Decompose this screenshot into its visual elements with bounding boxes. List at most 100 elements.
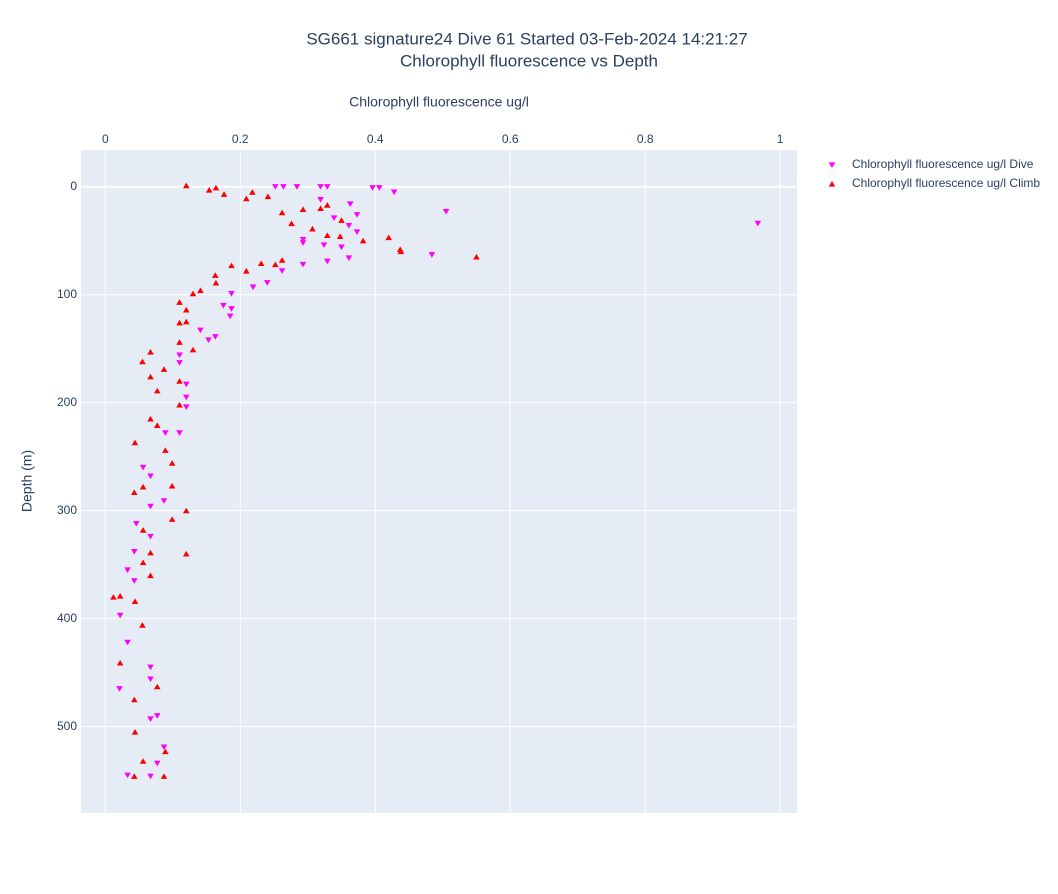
point — [375, 185, 383, 191]
point — [131, 549, 138, 555]
point — [124, 639, 131, 646]
x-axis-title: Chlorophyll fluorescence ug/l — [349, 94, 529, 110]
point — [182, 318, 190, 325]
point — [220, 191, 228, 197]
point — [299, 261, 307, 268]
point — [116, 612, 124, 619]
point — [147, 473, 154, 480]
point — [243, 195, 250, 202]
point — [131, 578, 138, 584]
point — [390, 189, 398, 196]
point — [212, 279, 220, 286]
point — [243, 267, 250, 274]
point — [176, 378, 183, 384]
point — [160, 366, 168, 372]
point — [131, 598, 139, 604]
point — [116, 686, 123, 692]
point — [264, 193, 272, 200]
point — [442, 208, 450, 215]
x-tick-label: 0.8 — [637, 132, 654, 146]
point — [293, 184, 301, 190]
point — [249, 189, 256, 195]
point — [160, 498, 168, 504]
point — [278, 268, 286, 274]
point — [182, 182, 190, 189]
point — [124, 567, 131, 574]
legend: Chlorophyll fluorescence ug/l Dive Chloro… — [828, 157, 1040, 190]
point — [176, 360, 183, 366]
point — [147, 664, 154, 671]
point — [288, 220, 295, 227]
point — [168, 460, 176, 466]
point — [110, 594, 117, 600]
point — [139, 358, 146, 365]
point — [754, 220, 762, 227]
point — [176, 299, 183, 305]
plot-area — [81, 150, 797, 813]
point — [139, 559, 147, 566]
point — [160, 744, 168, 751]
legend-symbol — [828, 162, 836, 168]
point — [182, 306, 190, 313]
point — [147, 415, 154, 422]
chart-title: SG661 signature24 Dive 61 Started 03-Feb… — [306, 29, 747, 48]
legend-symbol — [828, 181, 836, 187]
point — [116, 659, 124, 666]
point — [324, 184, 331, 190]
point — [197, 327, 204, 334]
point — [346, 201, 354, 207]
point — [131, 696, 138, 703]
point — [147, 503, 154, 510]
point — [212, 184, 220, 191]
point — [338, 217, 345, 223]
point — [249, 284, 257, 291]
point — [197, 287, 204, 294]
y-tick-label: 300 — [57, 503, 77, 517]
point — [133, 520, 140, 527]
point — [228, 306, 235, 312]
point — [116, 592, 124, 599]
point — [153, 760, 161, 767]
point — [139, 622, 146, 628]
point — [220, 302, 227, 309]
point — [272, 184, 279, 190]
marks — [110, 182, 762, 780]
point — [189, 290, 197, 297]
point — [345, 255, 353, 261]
y-tick-label: 100 — [57, 287, 77, 301]
point — [369, 185, 376, 191]
point — [153, 713, 161, 719]
point — [257, 260, 265, 267]
point — [359, 237, 367, 244]
point — [176, 430, 183, 436]
x-tick-label: 0 — [102, 132, 109, 146]
point — [124, 772, 131, 779]
point — [317, 184, 324, 190]
point — [147, 348, 154, 355]
point — [324, 258, 331, 265]
point — [182, 381, 190, 388]
legend-label: Chlorophyll fluorescence ug/l Dive — [852, 157, 1034, 171]
point — [320, 242, 328, 248]
point — [299, 206, 307, 213]
point — [189, 346, 197, 353]
point — [205, 337, 212, 344]
x-tick-label: 1 — [777, 132, 784, 146]
point — [228, 290, 235, 297]
point — [278, 257, 286, 263]
point — [162, 748, 169, 755]
point — [309, 225, 316, 232]
point — [139, 464, 147, 471]
y-axis-title: Depth (m) — [19, 450, 35, 512]
point — [397, 248, 405, 255]
chart-subtitle: Chlorophyll fluorescence vs Depth — [400, 51, 658, 70]
y-tick-label: 400 — [57, 611, 77, 625]
point — [139, 527, 147, 533]
point — [147, 572, 154, 579]
point — [139, 758, 147, 764]
point — [263, 280, 271, 286]
point — [353, 212, 361, 218]
legend-label: Chlorophyll fluorescence ug/l Climb — [852, 176, 1040, 190]
point — [182, 404, 190, 410]
point — [147, 773, 154, 780]
